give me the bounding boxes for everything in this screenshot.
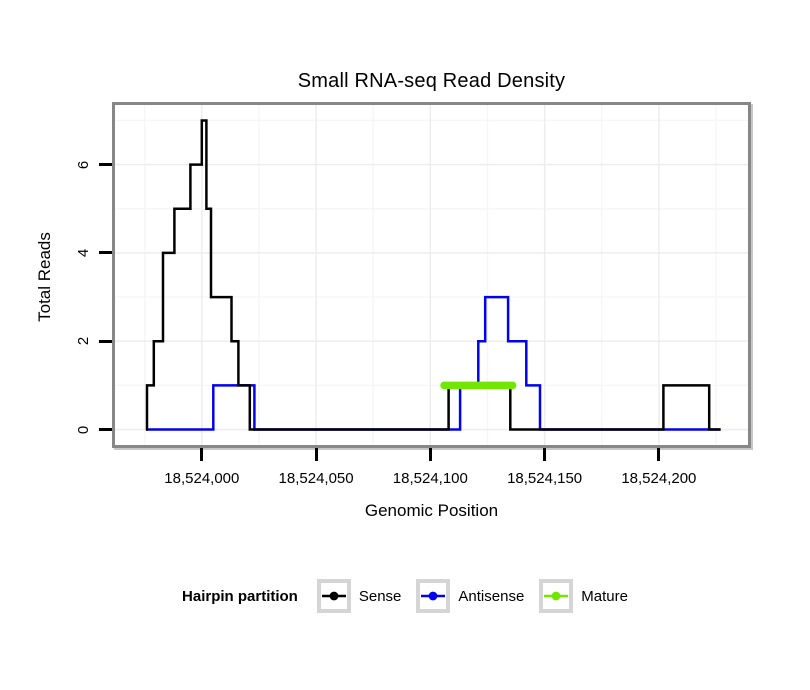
y-tick-mark (99, 163, 112, 167)
x-tick-mark (657, 448, 661, 461)
chart-canvas (115, 105, 748, 445)
legend-item-antisense: Antisense (416, 579, 524, 613)
y-tick-label: 0 (75, 425, 92, 434)
y-tick-label: 2 (75, 337, 92, 346)
chart-title: Small RNA-seq Read Density (297, 70, 566, 92)
x-tick-mark (200, 448, 204, 461)
x-tick-mark (314, 448, 318, 461)
y-tick-label: 4 (75, 248, 92, 258)
x-tick-mark (428, 448, 432, 461)
x-tick-mark (543, 448, 547, 461)
legend-key-sense (316, 579, 351, 613)
legend-label-mature: Mature (581, 587, 628, 605)
x-tick-label: 18,524,200 (621, 470, 697, 487)
y-tick-mark (99, 428, 112, 432)
y-axis-title: Total Reads (35, 232, 54, 322)
x-tick-label: 18,524,000 (164, 470, 240, 487)
x-tick-label: 18,524,150 (507, 470, 583, 487)
legend-item-sense: Sense (316, 579, 402, 613)
y-tick-mark (99, 339, 112, 343)
legend-title: Hairpin partition (182, 587, 298, 605)
plot-panel (112, 102, 751, 448)
x-tick-label: 18,524,100 (392, 470, 468, 487)
legend-item-mature: Mature (539, 579, 628, 613)
x-tick-label: 18,524,050 (278, 470, 354, 487)
line-dot-glyph-icon (421, 591, 446, 601)
legend-label-sense: Sense (358, 587, 402, 605)
line-dot-glyph-icon (544, 591, 569, 601)
series-sense-line (145, 119, 721, 431)
legend-key-mature (539, 579, 574, 613)
y-tick-mark (99, 251, 112, 255)
legend-key-antisense (416, 579, 451, 613)
y-tick-label: 6 (75, 160, 92, 169)
legend: Hairpin partition Sense Antisense (0, 579, 810, 613)
x-axis-title: Genomic Position (364, 501, 499, 520)
line-dot-glyph-icon (321, 591, 346, 601)
legend-label-antisense: Antisense (458, 587, 525, 605)
